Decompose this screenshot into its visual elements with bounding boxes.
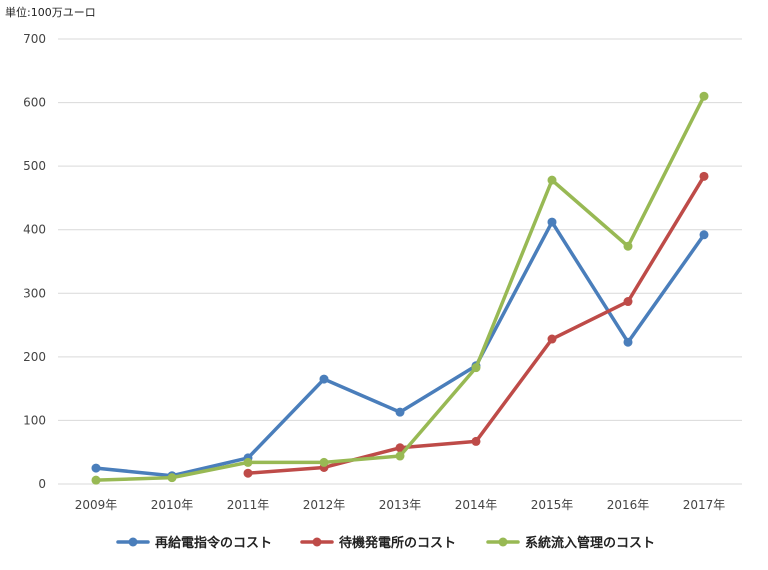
y-tick-label: 100: [23, 413, 46, 427]
legend-marker: [498, 537, 508, 547]
x-tick-label: 2012年: [303, 498, 346, 512]
y-tick-label: 500: [23, 159, 46, 173]
data-point: [699, 230, 709, 240]
legend-label: 系統流入管理のコスト: [525, 535, 655, 551]
data-point: [471, 363, 481, 373]
data-point: [471, 436, 481, 446]
x-tick-label: 2016年: [607, 498, 650, 512]
legend: 再給電指令のコスト 待機発電所のコスト 系統流入管理のコスト: [116, 535, 655, 551]
y-tick-label: 0: [38, 477, 46, 491]
data-point: [699, 91, 709, 101]
data-point: [547, 175, 557, 185]
series-group: [91, 91, 709, 485]
x-tick-label: 2015年: [531, 498, 574, 512]
y-axis-ticks: 0 100 200 300 400 500 600 700: [23, 32, 46, 491]
data-point: [91, 463, 101, 473]
data-point: [395, 443, 405, 453]
x-tick-label: 2011年: [227, 498, 270, 512]
data-point: [91, 475, 101, 485]
x-tick-label: 2017年: [683, 498, 726, 512]
data-point: [547, 334, 557, 344]
x-tick-label: 2014年: [455, 498, 498, 512]
y-tick-label: 300: [23, 286, 46, 300]
series-1: [91, 217, 709, 481]
series-line: [246, 174, 706, 475]
x-tick-label: 2010年: [151, 498, 194, 512]
data-point: [319, 457, 329, 467]
data-point: [243, 457, 253, 467]
x-tick-label: 2009年: [75, 498, 118, 512]
series-line: [94, 220, 706, 478]
data-point: [623, 297, 633, 307]
data-point: [395, 407, 405, 417]
data-point: [167, 473, 177, 483]
series-3: [91, 91, 709, 485]
data-point: [243, 468, 253, 478]
unit-label: 単位:100万ユーロ: [5, 5, 96, 19]
data-point: [547, 217, 557, 227]
legend-marker: [128, 537, 138, 547]
data-point: [699, 171, 709, 181]
data-point: [623, 241, 633, 251]
data-point: [319, 374, 329, 384]
y-tick-label: 600: [23, 96, 46, 110]
legend-label: 再給電指令のコスト: [155, 535, 272, 551]
legend-item: 待機発電所のコスト: [300, 535, 456, 551]
y-tick-label: 200: [23, 350, 46, 364]
data-point: [623, 337, 633, 347]
y-tick-label: 700: [23, 32, 46, 46]
x-axis-ticks: 2009年 2010年 2011年 2012年 2013年 2014年 2015年 2016年…: [75, 498, 726, 512]
legend-item: 系統流入管理のコスト: [486, 535, 655, 551]
x-tick-label: 2013年: [379, 498, 422, 512]
gridlines: [58, 38, 742, 485]
legend-label: 待機発電所のコスト: [338, 535, 456, 551]
legend-marker: [312, 537, 322, 547]
y-tick-label: 400: [23, 223, 46, 237]
series-line: [94, 94, 706, 482]
data-point: [395, 451, 405, 461]
legend-item: 再給電指令のコスト: [116, 535, 272, 551]
